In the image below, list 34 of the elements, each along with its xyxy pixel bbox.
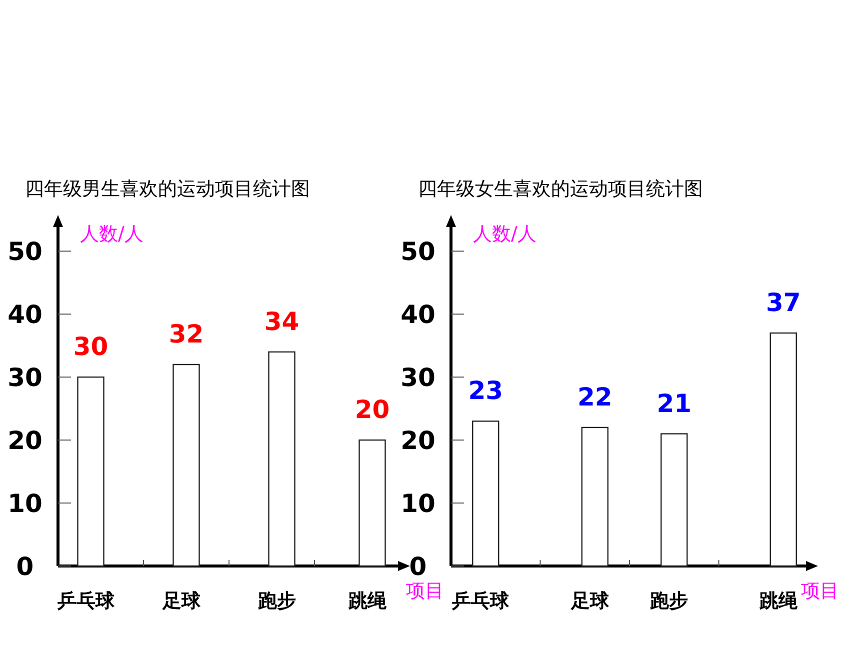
x-tick-label: 跳绳 xyxy=(347,590,388,612)
chart-title: 四年级男生喜欢的运动项目统计图 xyxy=(25,178,310,200)
data-label: 30 xyxy=(73,332,108,362)
y-tick-label: 30 xyxy=(400,363,436,392)
x-tick-label: 跑步 xyxy=(256,590,296,612)
data-label: 34 xyxy=(264,306,300,336)
y-tick-label: 50 xyxy=(8,237,42,266)
x-tick-label: 跑步 xyxy=(649,590,688,612)
data-label: 32 xyxy=(168,320,204,349)
data-label: 22 xyxy=(577,382,612,412)
y-tick-label: 40 xyxy=(8,300,42,330)
data-label: 37 xyxy=(766,288,801,318)
x-tick-label: 足球 xyxy=(570,590,610,612)
data-label: 23 xyxy=(468,376,504,406)
chart-title: 四年级女生喜欢的运动项目统计图 xyxy=(418,178,703,200)
y-tick-label: 10 xyxy=(8,489,42,518)
y-tick-label: 30 xyxy=(8,363,42,392)
data-label: 20 xyxy=(354,395,390,424)
x-tick-label: 乒乓球 xyxy=(56,590,116,612)
y-axis-title: 人数/人 xyxy=(80,223,144,245)
x-tick-label: 乒乓球 xyxy=(451,590,510,612)
y-tick-label: 10 xyxy=(400,489,436,518)
y-tick-label: 20 xyxy=(400,426,436,456)
y-tick-label: 50 xyxy=(400,237,436,266)
x-axis-title: 项目 xyxy=(406,580,444,602)
y-tick-label: 20 xyxy=(8,426,42,456)
x-tick-label: 跳绳 xyxy=(758,590,798,612)
y-tick-label: 0 xyxy=(16,552,34,581)
x-tick-label: 足球 xyxy=(161,590,202,612)
x-axis-title: 项目 xyxy=(801,580,839,602)
y-tick-label: 40 xyxy=(400,300,436,330)
data-label: 21 xyxy=(656,388,692,418)
y-tick-label: 0 xyxy=(409,552,427,581)
y-axis-title: 人数/人 xyxy=(473,223,536,245)
